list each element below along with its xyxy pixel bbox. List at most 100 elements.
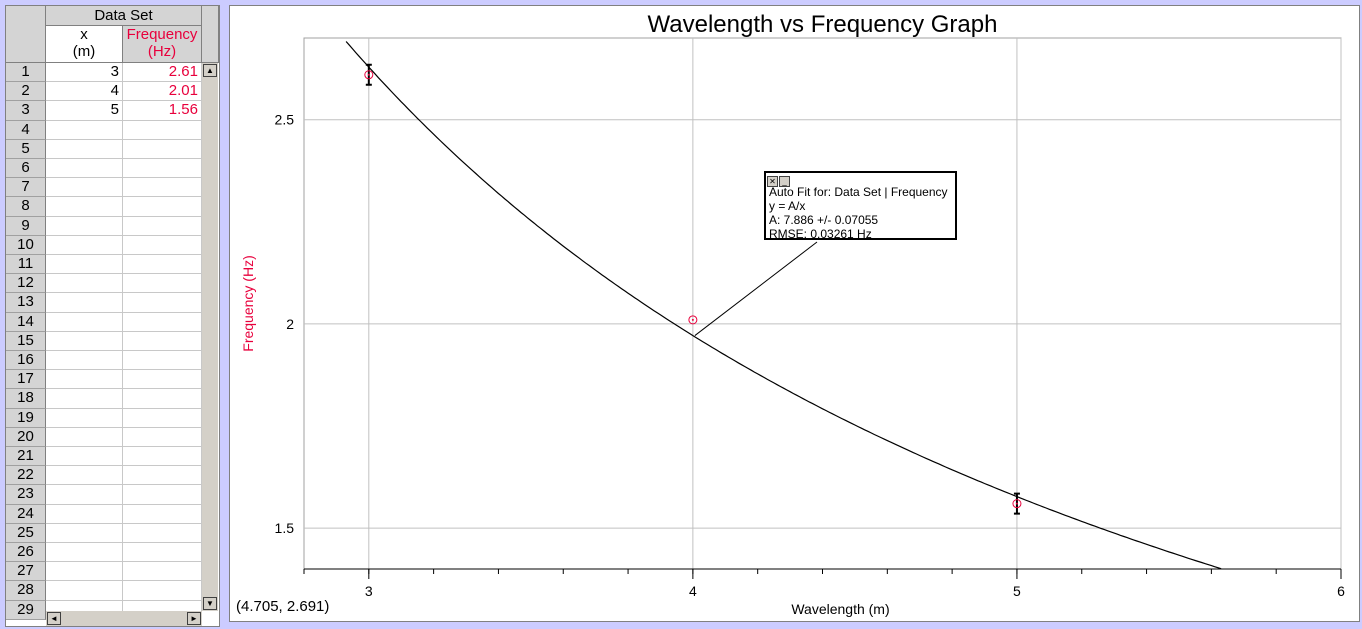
table-cell[interactable]: 5 xyxy=(46,101,123,121)
row-header[interactable]: 18 xyxy=(6,389,46,409)
column-header-frequency[interactable]: Frequency (Hz) xyxy=(123,26,202,63)
close-icon[interactable]: ✕ xyxy=(767,176,778,187)
row-header[interactable]: 8 xyxy=(6,197,46,217)
auto-fit-annotation[interactable]: ✕ _ Auto Fit for: Data Set | Frequency y … xyxy=(764,171,957,241)
table-cell[interactable] xyxy=(46,581,123,601)
row-header[interactable]: 14 xyxy=(6,312,46,332)
table-cell[interactable] xyxy=(123,562,202,582)
table-cell[interactable] xyxy=(46,312,123,332)
row-header[interactable]: 7 xyxy=(6,178,46,198)
minimize-icon[interactable]: _ xyxy=(779,176,790,187)
row-header[interactable]: 9 xyxy=(6,216,46,236)
table-cell[interactable] xyxy=(123,331,202,351)
table-cell[interactable]: 2.61 xyxy=(123,63,202,83)
table-cell[interactable] xyxy=(46,562,123,582)
table-cell[interactable] xyxy=(46,159,123,179)
row-header[interactable]: 3 xyxy=(6,101,46,121)
table-cell[interactable] xyxy=(123,255,202,275)
x-tick-label: 4 xyxy=(689,583,697,599)
row-header[interactable]: 10 xyxy=(6,235,46,255)
fit-title: Auto Fit for: Data Set | Frequency xyxy=(769,185,948,199)
table-cell[interactable] xyxy=(46,504,123,524)
table-cell[interactable] xyxy=(46,523,123,543)
row-header[interactable]: 6 xyxy=(6,159,46,179)
table-cell[interactable] xyxy=(46,178,123,198)
row-header[interactable]: 16 xyxy=(6,351,46,371)
table-cell[interactable] xyxy=(123,523,202,543)
row-header[interactable]: 19 xyxy=(6,408,46,428)
table-cell[interactable] xyxy=(46,120,123,140)
table-cell[interactable] xyxy=(46,139,123,159)
table-cell[interactable] xyxy=(46,389,123,409)
scroll-down-arrow-icon[interactable]: ▼ xyxy=(203,597,217,610)
table-cell[interactable] xyxy=(123,389,202,409)
horizontal-scrollbar[interactable]: ◄ ► xyxy=(46,611,202,626)
vertical-scrollbar[interactable]: ▲ ▼ xyxy=(202,63,218,611)
table-cell[interactable] xyxy=(123,408,202,428)
row-header[interactable]: 4 xyxy=(6,120,46,140)
row-header[interactable]: 17 xyxy=(6,370,46,390)
table-cell[interactable] xyxy=(46,351,123,371)
table-cell[interactable] xyxy=(46,543,123,563)
row-header[interactable]: 11 xyxy=(6,255,46,275)
scroll-right-arrow-icon[interactable]: ► xyxy=(187,612,201,625)
table-cell[interactable] xyxy=(46,216,123,236)
table-cell[interactable] xyxy=(123,543,202,563)
table-cell[interactable]: 3 xyxy=(46,63,123,83)
row-header[interactable]: 27 xyxy=(6,562,46,582)
table-cell[interactable] xyxy=(46,274,123,294)
column-header-x[interactable]: x (m) xyxy=(46,26,123,63)
table-cell[interactable] xyxy=(46,255,123,275)
table-cell[interactable]: 1.56 xyxy=(123,101,202,121)
table-cell[interactable] xyxy=(123,581,202,601)
table-cell[interactable] xyxy=(123,485,202,505)
row-header[interactable]: 5 xyxy=(6,139,46,159)
table-cell[interactable] xyxy=(46,447,123,467)
row-header[interactable]: 15 xyxy=(6,331,46,351)
row-header[interactable]: 26 xyxy=(6,543,46,563)
row-header[interactable]: 1 xyxy=(6,63,46,83)
table-cell[interactable]: 2.01 xyxy=(123,82,202,102)
table-cell[interactable] xyxy=(123,197,202,217)
row-header[interactable]: 13 xyxy=(6,293,46,313)
row-header[interactable]: 24 xyxy=(6,504,46,524)
row-header[interactable]: 2 xyxy=(6,82,46,102)
table-cell[interactable] xyxy=(123,351,202,371)
table-cell[interactable] xyxy=(123,504,202,524)
table-cell[interactable] xyxy=(46,427,123,447)
graph-panel[interactable]: Wavelength vs Frequency Graph 3 4 5 6 1.5 2 2.5… xyxy=(229,5,1360,622)
scroll-up-arrow-icon[interactable]: ▲ xyxy=(203,64,217,77)
table-cell[interactable] xyxy=(123,370,202,390)
table-cell[interactable] xyxy=(46,235,123,255)
table-cell[interactable]: 4 xyxy=(46,82,123,102)
table-cell[interactable] xyxy=(123,235,202,255)
table-cell[interactable] xyxy=(46,331,123,351)
table-cell[interactable] xyxy=(46,370,123,390)
row-header[interactable]: 21 xyxy=(6,447,46,467)
table-cell[interactable] xyxy=(123,216,202,236)
table-cell[interactable] xyxy=(123,466,202,486)
table-cell[interactable] xyxy=(46,485,123,505)
table-cell[interactable] xyxy=(46,408,123,428)
row-header[interactable]: 23 xyxy=(6,485,46,505)
scroll-left-arrow-icon[interactable]: ◄ xyxy=(47,612,61,625)
table-cell[interactable] xyxy=(123,159,202,179)
row-header[interactable]: 12 xyxy=(6,274,46,294)
row-header[interactable]: 22 xyxy=(6,466,46,486)
table-cell[interactable] xyxy=(123,447,202,467)
table-cell[interactable] xyxy=(46,197,123,217)
row-header[interactable]: 29 xyxy=(6,600,46,620)
table-cell[interactable] xyxy=(123,293,202,313)
row-header[interactable]: 20 xyxy=(6,427,46,447)
table-cell[interactable] xyxy=(123,120,202,140)
table-cell[interactable] xyxy=(123,139,202,159)
table-cell[interactable] xyxy=(46,293,123,313)
table-cell[interactable] xyxy=(123,274,202,294)
table-cell[interactable] xyxy=(46,466,123,486)
row-header[interactable]: 28 xyxy=(6,581,46,601)
table-cell[interactable] xyxy=(123,178,202,198)
table-cell[interactable] xyxy=(123,427,202,447)
plot-svg[interactable]: Wavelength vs Frequency Graph 3 4 5 6 1.5 2 2.5… xyxy=(230,6,1359,621)
table-cell[interactable] xyxy=(123,312,202,332)
row-header[interactable]: 25 xyxy=(6,523,46,543)
